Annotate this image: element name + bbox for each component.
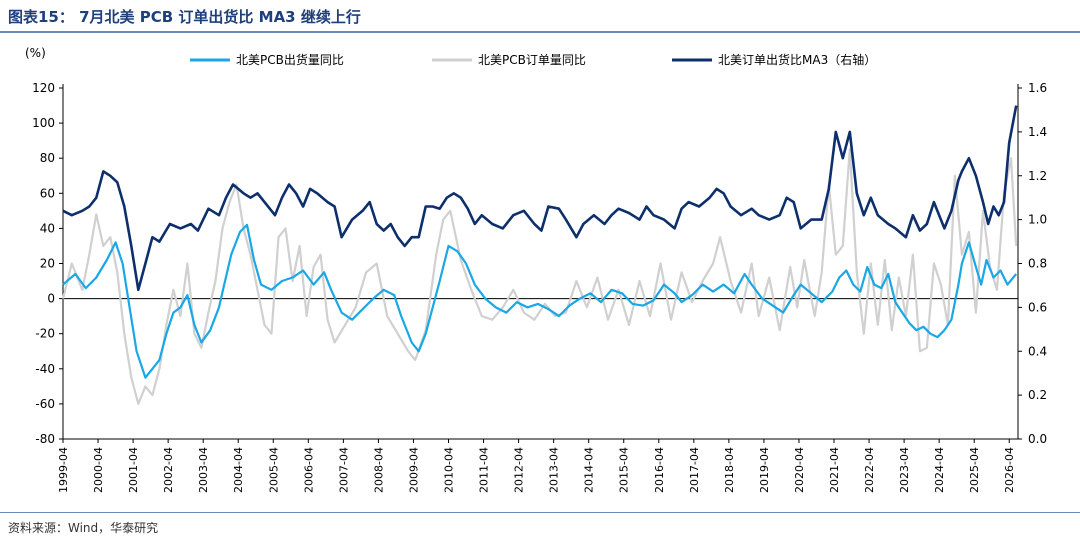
left-tick-label: 120 (32, 81, 55, 95)
left-axis-label: (%) (25, 46, 46, 60)
legend: 北美PCB出货量同比 北美PCB订单量同比 北美订单出货比MA3（右轴） (190, 52, 876, 67)
right-tick-label: 0.0 (1028, 432, 1047, 446)
x-tick-label: 2016-04 (653, 447, 666, 493)
x-tick-label: 2001-04 (127, 447, 140, 493)
right-tick-label: 0.4 (1028, 344, 1047, 358)
x-tick-label: 2023-04 (898, 447, 911, 493)
x-tick-label: 2015-04 (618, 447, 631, 493)
chart-title: 图表15： 7月北美 PCB 订单出货比 MA3 继续上行 (8, 8, 361, 26)
x-tick-label: 2017-04 (688, 447, 701, 493)
right-tick-label: 0.8 (1028, 257, 1047, 271)
series-line-1 (61, 148, 1018, 405)
source-note: 资料来源：Wind，华泰研究 (8, 521, 159, 535)
x-tick-label: 2011-04 (478, 447, 491, 493)
x-tick-label: 2002-04 (162, 447, 175, 493)
left-tick-label: 80 (40, 151, 55, 165)
left-tick-label: 20 (40, 257, 55, 271)
x-tick-label: 2021-04 (828, 447, 841, 493)
x-tick-label: 2000-04 (92, 447, 105, 493)
axes-layer: -80 -60 -40 -20 0 20 40 60 80 100 120 (%) 0.0 0.2 0.4 0… (25, 46, 1047, 493)
x-tick-label: 2008-04 (372, 447, 385, 493)
left-tick-label: -60 (35, 397, 55, 411)
left-tick-label: -20 (35, 327, 55, 341)
x-tick-label: 2026-04 (1003, 447, 1016, 493)
x-tick-label: 2014-04 (583, 447, 596, 493)
legend-label-0: 北美PCB出货量同比 (236, 52, 344, 67)
x-tick-label: 2020-04 (793, 447, 806, 493)
left-tick-label: -40 (35, 362, 55, 376)
footer-divider (0, 512, 1080, 513)
left-tick-label: 100 (32, 116, 55, 130)
series-layer (61, 105, 1018, 405)
series-line-0 (62, 223, 1018, 379)
right-tick-label: 0.6 (1028, 300, 1047, 314)
x-tick-label: 2005-04 (267, 447, 280, 493)
left-tick-label: -80 (35, 432, 55, 446)
x-tick-label: 2013-04 (548, 447, 561, 493)
x-tick-label: 2019-04 (758, 447, 771, 493)
legend-label-2: 北美订单出货比MA3（右轴） (718, 52, 876, 67)
left-tick-label: 60 (40, 186, 55, 200)
legend-label-1: 北美PCB订单量同比 (478, 53, 586, 67)
right-tick-label: 1.0 (1028, 213, 1047, 227)
title-divider (0, 31, 1080, 33)
x-tick-label: 2025-04 (968, 447, 981, 493)
right-tick-label: 1.6 (1028, 81, 1047, 95)
x-tick-label: 2006-04 (302, 447, 315, 493)
right-tick-label: 1.4 (1028, 125, 1047, 139)
series-line-2 (62, 105, 1018, 292)
x-tick-label: 2009-04 (407, 447, 420, 493)
x-tick-label: 2004-04 (232, 447, 245, 493)
x-tick-label: 2024-04 (933, 447, 946, 493)
x-tick-label: 2012-04 (513, 447, 526, 493)
x-tick-label: 2022-04 (863, 447, 876, 493)
x-tick-label: 2018-04 (723, 447, 736, 493)
x-tick-label: 2003-04 (197, 447, 210, 493)
left-tick-label: 0 (47, 292, 55, 306)
right-tick-label: 0.2 (1028, 388, 1047, 402)
x-tick-label: 2010-04 (443, 447, 456, 493)
x-tick-label: 1999-04 (57, 447, 70, 493)
left-tick-label: 40 (40, 221, 55, 235)
x-tick-label: 2007-04 (337, 447, 350, 493)
right-tick-label: 1.2 (1028, 169, 1047, 183)
